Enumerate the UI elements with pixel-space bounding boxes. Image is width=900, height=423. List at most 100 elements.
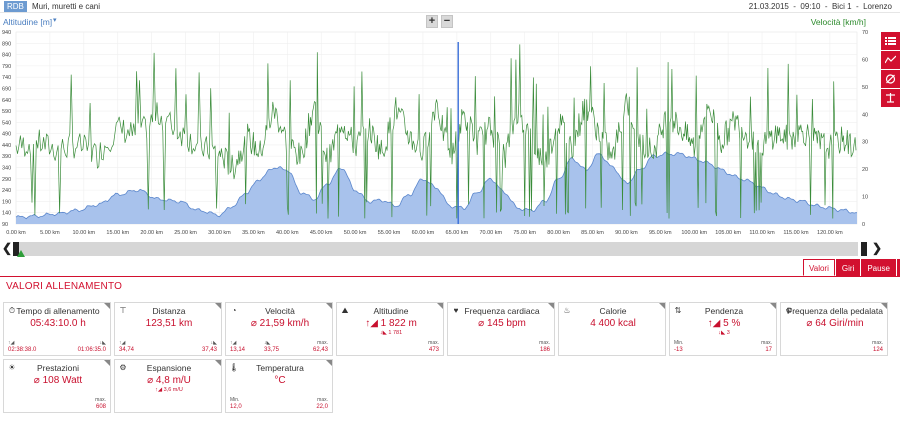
chart-toolbar [881, 32, 900, 108]
distance-tick-label: 90.00 km [615, 230, 638, 236]
list-icon [885, 37, 896, 45]
power-icon: ☀ [8, 363, 16, 372]
card-caption-right: max. [761, 340, 772, 346]
tab-list-view[interactable] [897, 259, 900, 276]
altitude-tick-label: 340 [2, 166, 11, 172]
speedometer-icon: ◔ [231, 306, 237, 315]
card-caption-right: max. [428, 340, 439, 346]
app-badge[interactable]: RDB [4, 1, 27, 12]
distance-tick-label: 30.00 km [208, 230, 231, 236]
card-value-right: 22,0 [316, 404, 328, 410]
card-main-value: ⌀ 4,8 m/U [147, 375, 191, 386]
scroll-left-arrow[interactable]: ❮ [2, 241, 13, 255]
speed-tick-label: 60 [862, 57, 868, 63]
card-menu-corner[interactable] [215, 360, 221, 366]
section-divider [0, 276, 900, 277]
value-card-altitude[interactable]: ⛰ Altitudine ↑◢ 1 822 m ↓◣ 1 781 max. 473 [336, 302, 444, 356]
speed-series-selector[interactable]: Velocità [km/h] [810, 17, 866, 27]
altitude-tick-label: 140 [2, 211, 11, 217]
card-value-middle: 33,75 [264, 347, 280, 353]
cadence-icon: ⚙ [785, 306, 793, 315]
altitude-tick-label: 90 [2, 222, 8, 228]
altitude-tick-label: 640 [2, 98, 11, 104]
value-card-slope[interactable]: ⇅ Pendenza ↑◢ 5 % ↓◣ 3 Min. max. -13 17 [669, 302, 777, 356]
altitude-tick-label: 790 [2, 64, 11, 70]
altitude-icon: ⛰ [341, 306, 349, 315]
chart-scrollbar[interactable]: ❮ ❯ [0, 240, 900, 258]
card-sub-value: ↓◣ 1 781 [379, 330, 403, 336]
distance-tick-label: 115.00 km [783, 230, 809, 236]
speed-tick-label: 0 [862, 222, 865, 228]
speed-tick-label: 20 [862, 167, 868, 173]
card-menu-corner[interactable] [548, 303, 554, 309]
tab-laps[interactable]: Giri [835, 259, 861, 276]
card-menu-corner[interactable] [770, 303, 776, 309]
card-caption-right: ↓◣ [99, 340, 106, 346]
altitude-tick-label: 240 [2, 188, 11, 194]
heart-icon: ♥ [453, 306, 459, 315]
value-card-power[interactable]: ☀ Prestazioni ⌀ 108 Watt max. 608 [3, 359, 111, 413]
card-menu-corner[interactable] [437, 303, 443, 309]
list-view-button[interactable] [881, 32, 900, 50]
speed-tick-label: 10 [862, 195, 868, 201]
scale-icon [886, 93, 895, 103]
scale-button[interactable] [881, 89, 900, 107]
thermometer-icon: 🌡 [229, 363, 240, 372]
distance-tick-label: 10.00 km [73, 230, 96, 236]
scroll-handle-right[interactable] [861, 242, 867, 256]
value-card-heart[interactable]: ♥ Frequenza cardiaca ⌀ 145 bpm max. 186 [447, 302, 555, 356]
card-main-value: 4 400 kcal [590, 318, 636, 329]
altitude-tick-label: 290 [2, 177, 11, 183]
speed-series-line [15, 44, 857, 219]
value-card-expansion[interactable]: ⚙ Espansione ⌀ 4,8 m/U ↑◢ 3,6 m/U [114, 359, 222, 413]
value-card-thermometer[interactable]: 🌡 Temperatura °C Min. max. 12,0 22,0 [225, 359, 333, 413]
card-caption-right: max. [539, 340, 550, 346]
card-caption-right: max. [317, 340, 328, 346]
distance-axis: 0.00 km 5.00 km 10.00 km 15.00 km 20.00 km 25… [6, 230, 843, 236]
card-menu-corner[interactable] [104, 303, 110, 309]
altitude-series-selector[interactable]: Altitudine [m] [3, 17, 53, 27]
tab-values[interactable]: Valori [803, 259, 835, 276]
scroll-right-arrow[interactable]: ❯ [872, 241, 883, 255]
altitude-tick-label: 390 [2, 154, 11, 160]
value-card-clock[interactable]: ⏱ Tempo di allenamento 05:43:10.0 h ↑◢ ↓◣ 02:… [3, 302, 111, 356]
card-value-right: 473 [428, 347, 439, 353]
card-main-value: °C [274, 375, 286, 386]
distance-tick-label: 95.00 km [649, 230, 672, 236]
zoom-in-button[interactable]: + [426, 15, 438, 28]
filter-toggle-button[interactable] [881, 70, 900, 88]
zoom-out-button[interactable]: − [441, 15, 453, 28]
card-menu-corner[interactable] [881, 303, 887, 309]
scroll-range[interactable] [15, 242, 858, 256]
distance-tick-label: 40.00 km [276, 230, 299, 236]
altitude-tick-label: 540 [2, 120, 11, 126]
card-menu-corner[interactable] [659, 303, 665, 309]
card-menu-corner[interactable] [104, 360, 110, 366]
altitude-tick-label: 840 [2, 53, 11, 59]
card-menu-corner[interactable] [326, 360, 332, 366]
card-value-right: 124 [872, 347, 883, 353]
line-chart-button[interactable] [881, 51, 900, 69]
altitude-tick-label: 590 [2, 109, 11, 115]
value-card-distance[interactable]: ⊤ Distanza 123,51 km ↑◢ ↓◣ 34,74 37,43 [114, 302, 222, 356]
chevron-down-icon[interactable]: ▾ [53, 17, 57, 24]
card-title: Frequenza cardiaca [464, 306, 540, 316]
training-chart[interactable]: 940 890 840 790 740 690 640 590 540 490 440 390 340 2… [0, 28, 880, 240]
value-card-cadence[interactable]: ⚙ Frequenza della pedalata ⌀ 64 Giri/min ma… [780, 302, 888, 356]
card-menu-corner[interactable] [326, 303, 332, 309]
distance-tick-label: 0.00 km [6, 230, 26, 236]
card-menu-corner[interactable] [215, 303, 221, 309]
value-card-flame[interactable]: ♨ Calorie 4 400 kcal [558, 302, 666, 356]
altitude-tick-label: 890 [2, 41, 11, 47]
value-card-speedometer[interactable]: ◔ Velocità ⌀ 21,59 km/h ↑◢ ↓◣ max. 13,14 33,75 6… [225, 302, 333, 356]
distance-tick-label: 120.00 km [817, 230, 843, 236]
scroll-handle-left[interactable] [13, 242, 19, 256]
altitude-axis: 940 890 840 790 740 690 640 590 540 490 440 390 340 2… [2, 30, 11, 228]
tab-pauses[interactable]: Pause [861, 259, 896, 276]
card-value-left: 12,0 [230, 404, 242, 410]
clock-icon: ⏱ [8, 306, 16, 315]
altitude-area-fill [16, 152, 857, 224]
card-main-value: ⌀ 145 bpm [478, 318, 526, 329]
card-value-right: 186 [539, 347, 550, 353]
chart-grid [15, 31, 858, 225]
